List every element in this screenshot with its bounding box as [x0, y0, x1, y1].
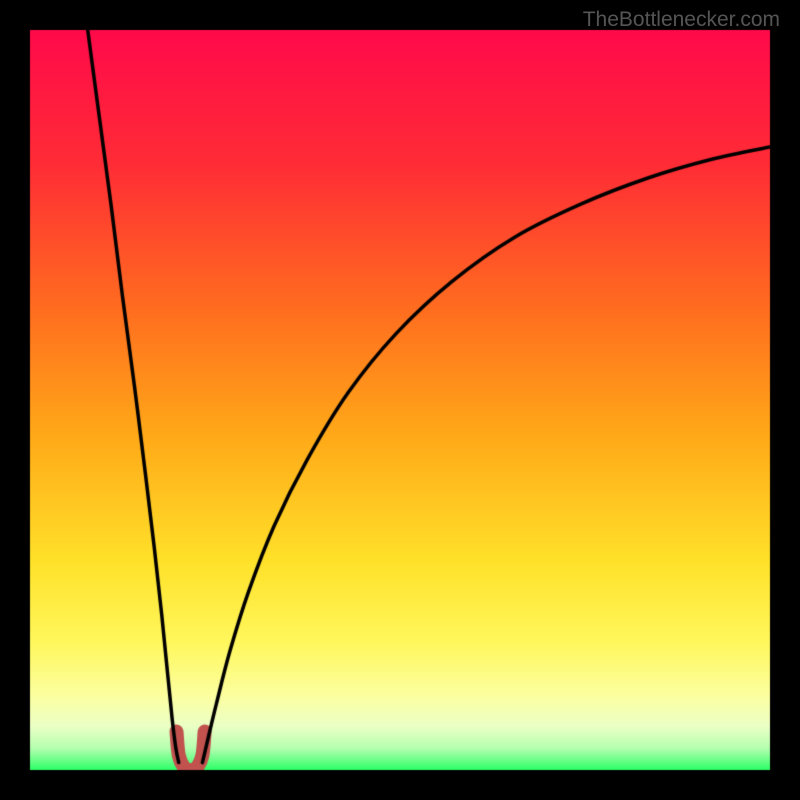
chart-stage: TheBottlenecker.com: [0, 0, 800, 800]
bottleneck-chart-canvas: [0, 0, 800, 800]
